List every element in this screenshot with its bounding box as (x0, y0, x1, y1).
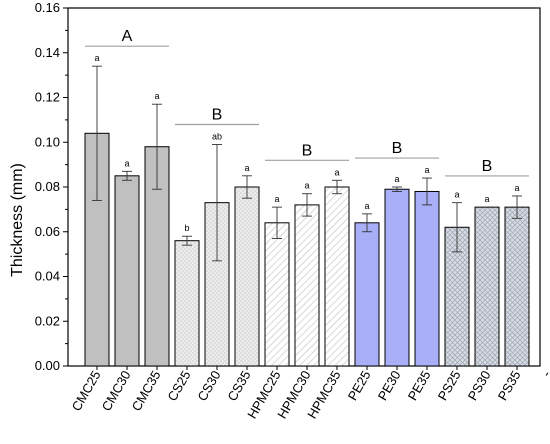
group-letter: A (122, 28, 133, 45)
significance-label: b (184, 223, 189, 233)
bar (504, 206, 530, 367)
y-tick-label: 0.02 (35, 313, 60, 328)
significance-label: a (364, 201, 369, 211)
significance-label: a (154, 91, 159, 101)
y-tick-label: 0.12 (35, 90, 60, 105)
group-letter: B (392, 140, 403, 157)
bar (324, 186, 350, 367)
x-tick-label: PE25 (345, 368, 374, 403)
y-tick-label: 0.14 (35, 45, 60, 60)
significance-label: a (514, 183, 519, 193)
x-tick-label: PE30 (375, 368, 404, 403)
bars (84, 132, 530, 367)
x-tick-label: PS25 (435, 368, 464, 403)
significance-label: a (274, 194, 279, 204)
x-tick-label: CMC35 (129, 368, 164, 414)
bar (474, 206, 500, 367)
significance-label: a (334, 167, 339, 177)
significance-label: a (124, 158, 129, 168)
x-tick-label: CS25 (164, 368, 193, 404)
bar (114, 175, 140, 367)
significance-label: ab (212, 131, 222, 141)
x-tick-label: CS35 (224, 368, 253, 404)
bar (264, 222, 290, 367)
significance-label: a (394, 174, 399, 184)
x-tick-label: PE35 (405, 368, 434, 403)
y-tick-label: 0.04 (35, 269, 60, 284)
x-tick-label: PS30 (465, 368, 494, 403)
y-tick-label: 0.08 (35, 179, 60, 194)
bar (414, 190, 440, 367)
x-tick-label: CS30 (194, 368, 223, 404)
y-tick-label: 0.10 (35, 134, 60, 149)
group-brackets: A B B B B (85, 28, 529, 177)
significance-label: a (244, 163, 249, 173)
bar (384, 188, 410, 367)
y-tick-label: 0.06 (35, 224, 60, 239)
bar (174, 240, 200, 367)
group-letter: B (482, 158, 493, 175)
significance-label: a (484, 194, 489, 204)
x-tick-label-trailing: - (538, 368, 550, 379)
group-letter: B (302, 142, 313, 159)
group-letter: B (212, 106, 223, 123)
y-axis-ticks: 0.00 0.02 0.04 0.06 0.08 0.10 0.12 0.14 0.16 (35, 0, 68, 373)
significance-label: a (304, 181, 309, 191)
significance-label: a (454, 190, 459, 200)
error-bars (92, 65, 522, 262)
bar (234, 186, 260, 367)
significance-label: a (94, 53, 99, 63)
bar (354, 222, 380, 367)
y-tick-label: 0.00 (35, 358, 60, 373)
x-tick-label: PS35 (495, 368, 524, 403)
significance-label: a (424, 165, 429, 175)
y-tick-label: 0.16 (35, 0, 60, 15)
bar (294, 204, 320, 367)
y-axis-title: Thickness (mm) (9, 163, 26, 277)
